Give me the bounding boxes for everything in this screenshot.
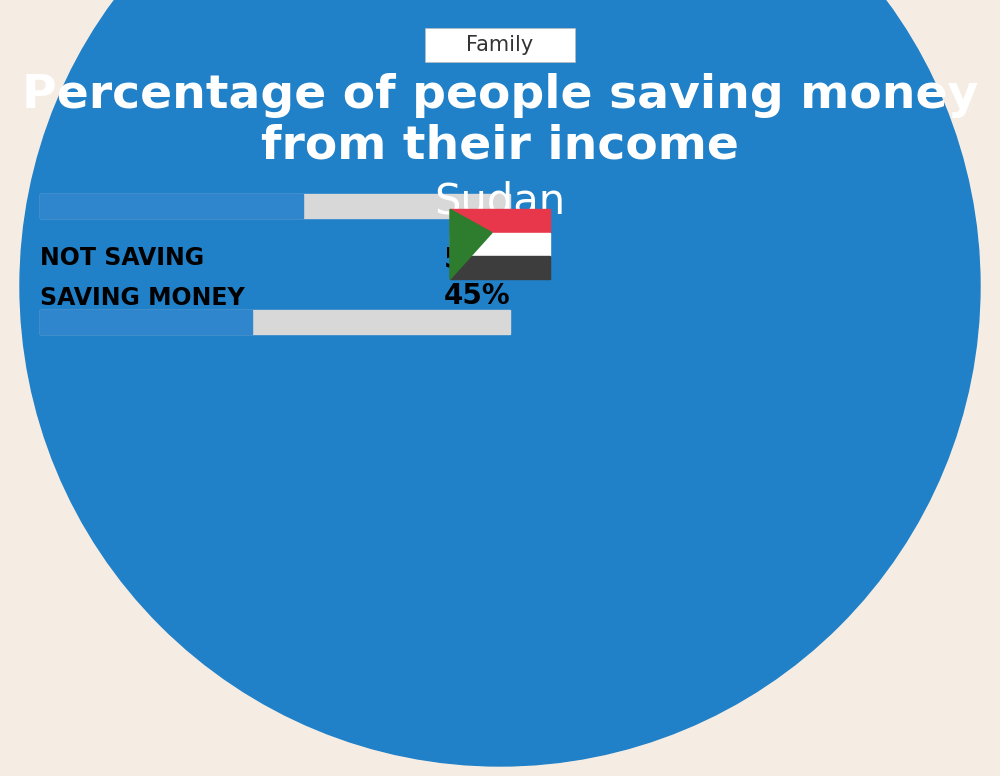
Polygon shape (450, 210, 492, 279)
Text: SAVING MONEY: SAVING MONEY (40, 286, 245, 310)
Bar (450, 256, 550, 279)
Bar (40, 310, 252, 334)
Text: from their income: from their income (261, 123, 739, 168)
Text: 56%: 56% (443, 246, 510, 274)
Text: NOT SAVING: NOT SAVING (40, 246, 204, 270)
Circle shape (20, 0, 980, 766)
FancyBboxPatch shape (425, 28, 575, 62)
Bar (450, 233, 550, 256)
Text: Family: Family (466, 35, 534, 55)
Text: Percentage of people saving money: Percentage of people saving money (22, 74, 978, 119)
Text: Sudan: Sudan (434, 180, 566, 222)
Bar (40, 310, 510, 334)
Text: 45%: 45% (443, 282, 510, 310)
Bar (40, 194, 303, 218)
Bar (40, 194, 510, 218)
Bar (450, 210, 550, 233)
